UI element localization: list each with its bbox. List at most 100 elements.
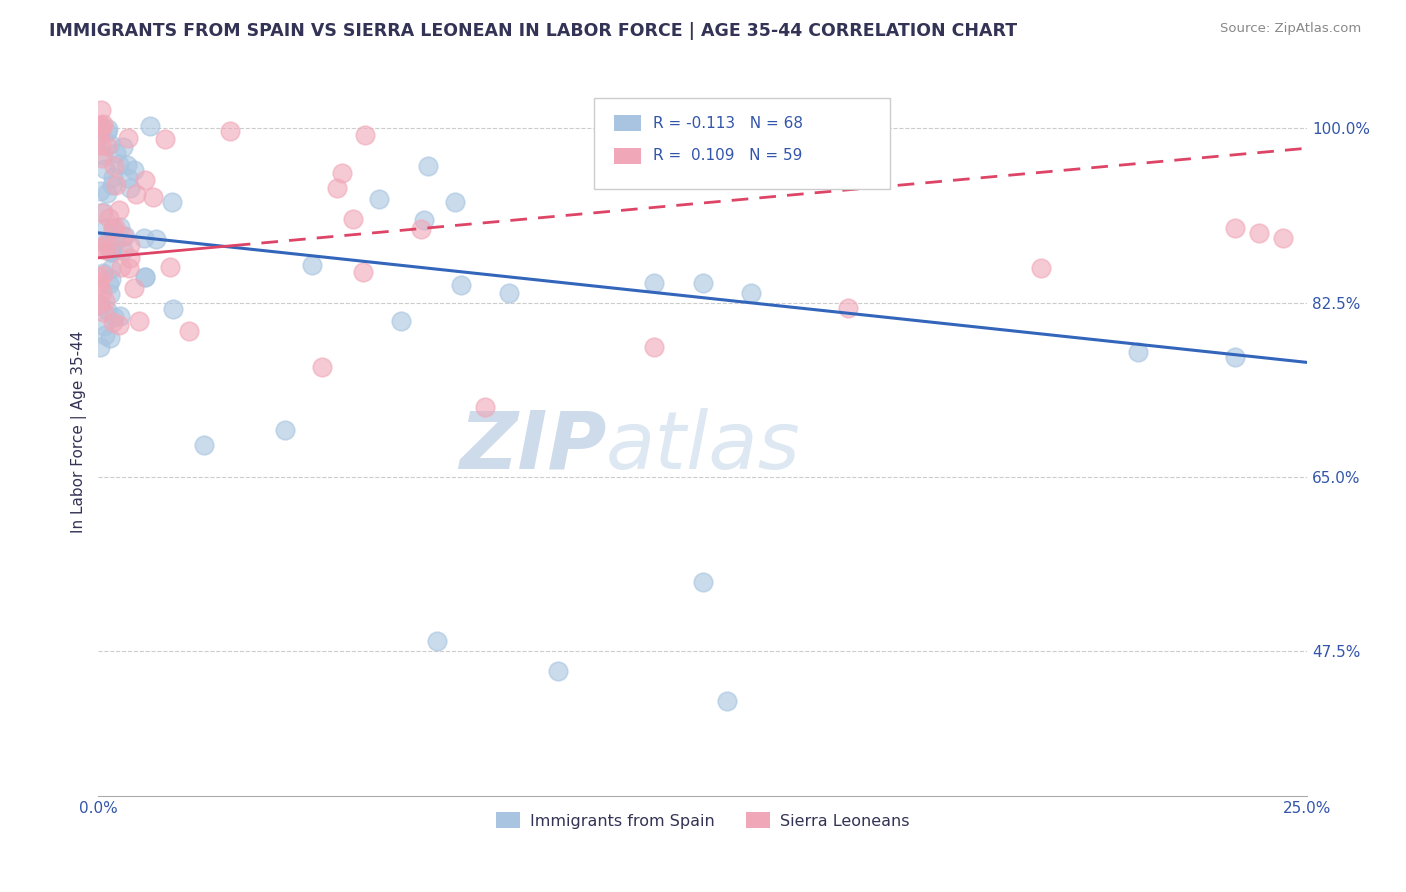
Text: ZIP: ZIP [458, 408, 606, 485]
Point [98, 286, 121, 301]
Bar [614, 115, 641, 131]
Point [98, 331, 121, 345]
Point [97, 121, 120, 136]
Point [87, 119, 110, 133]
Point [104, 178, 127, 192]
Point [118, 181, 141, 195]
Point [90, 206, 112, 220]
Point [274, 424, 297, 438]
Point [115, 158, 138, 172]
Point [159, 260, 181, 274]
Point [91, 118, 114, 132]
Point [643, 341, 665, 355]
Point [105, 146, 128, 161]
Point [110, 220, 132, 235]
Point [692, 276, 714, 290]
Point [444, 194, 467, 209]
Point [124, 281, 146, 295]
Text: R = -0.113   N = 68: R = -0.113 N = 68 [654, 116, 803, 130]
Point [162, 301, 184, 316]
Point [301, 259, 323, 273]
Text: Source: ZipAtlas.com: Source: ZipAtlas.com [1220, 22, 1361, 36]
Point [498, 285, 520, 300]
Point [87, 124, 110, 138]
Point [120, 237, 142, 252]
Point [96, 186, 118, 200]
Point [103, 310, 125, 325]
Point [111, 228, 134, 243]
Point [98, 244, 121, 258]
Point [474, 401, 496, 415]
Point [1271, 231, 1294, 245]
Point [87, 269, 110, 284]
Point [90, 239, 112, 253]
Point [114, 229, 136, 244]
Point [101, 315, 124, 329]
Point [104, 235, 127, 249]
Point [692, 574, 714, 589]
Point [547, 664, 569, 678]
Point [97, 277, 120, 291]
Point [93, 147, 115, 161]
Point [93, 319, 115, 334]
Point [96, 237, 118, 252]
Point [120, 251, 142, 265]
Point [193, 438, 215, 452]
Point [90, 119, 112, 133]
Point [160, 195, 183, 210]
Point [134, 269, 156, 284]
Point [111, 140, 134, 154]
Point [153, 132, 176, 146]
Legend: Immigrants from Spain, Sierra Leoneans: Immigrants from Spain, Sierra Leoneans [489, 805, 915, 835]
Point [311, 360, 333, 375]
Point [101, 245, 124, 260]
Text: atlas: atlas [606, 408, 801, 485]
Point [330, 166, 353, 180]
Y-axis label: In Labor Force | Age 35-44: In Labor Force | Age 35-44 [72, 331, 87, 533]
Point [117, 170, 139, 185]
FancyBboxPatch shape [593, 97, 890, 188]
Point [87, 278, 110, 293]
Point [1247, 226, 1270, 240]
Point [837, 301, 859, 315]
Point [89, 340, 111, 354]
Point [91, 266, 114, 280]
Point [112, 243, 135, 257]
Text: R =  0.109   N = 59: R = 0.109 N = 59 [654, 148, 803, 163]
Point [100, 245, 122, 260]
Point [101, 221, 124, 235]
Point [94, 220, 117, 235]
Point [643, 276, 665, 290]
Point [108, 203, 131, 218]
Point [98, 137, 121, 152]
Point [100, 178, 122, 192]
Point [342, 211, 364, 226]
Point [413, 212, 436, 227]
Point [96, 302, 118, 317]
Point [426, 634, 449, 648]
Point [134, 231, 156, 245]
Point [91, 305, 114, 319]
Point [1126, 345, 1149, 359]
Point [122, 162, 145, 177]
Point [93, 294, 115, 309]
Point [118, 260, 141, 275]
Point [391, 314, 413, 328]
Point [1223, 351, 1246, 365]
Point [103, 159, 125, 173]
Point [100, 271, 122, 285]
Point [450, 278, 472, 293]
Point [98, 242, 121, 256]
Point [94, 328, 117, 343]
Point [110, 260, 132, 274]
Point [1029, 260, 1052, 275]
Point [179, 324, 201, 338]
Point [90, 235, 112, 249]
Point [108, 309, 131, 323]
Point [353, 128, 375, 142]
Point [418, 159, 440, 173]
Point [98, 211, 121, 225]
Point [103, 220, 125, 235]
Point [100, 261, 122, 276]
Point [139, 120, 162, 134]
